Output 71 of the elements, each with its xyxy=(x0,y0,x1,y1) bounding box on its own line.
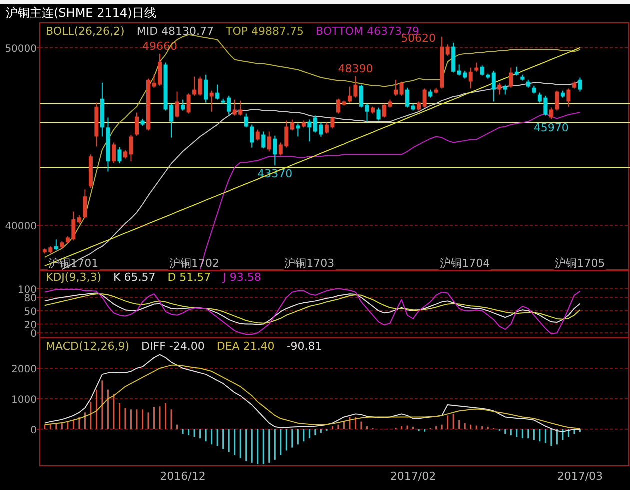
candlestick xyxy=(262,131,266,150)
x-tick-label: 2017/02 xyxy=(390,470,436,483)
candlestick xyxy=(555,90,560,112)
y-tick-label: 50000 xyxy=(5,44,37,55)
candlestick xyxy=(549,107,554,120)
line-series xyxy=(44,354,581,432)
y-tick-label: 50 xyxy=(24,306,37,318)
candlestick xyxy=(578,77,582,92)
y-tick-label: 80 xyxy=(24,294,37,305)
candlestick xyxy=(192,76,197,96)
x-tick-label: 沪铜1705 xyxy=(555,257,606,270)
candlestick xyxy=(400,81,404,96)
series-label: D 51.57 xyxy=(168,271,212,284)
x-tick-label: 2016/12 xyxy=(160,470,206,483)
candlestick xyxy=(216,84,220,100)
candlestick xyxy=(394,79,398,96)
candlestick xyxy=(256,129,260,142)
line-series xyxy=(44,288,581,335)
annotation: -90.81 xyxy=(286,340,322,353)
chart-title: 沪铜主连(SHME 2114)日线 xyxy=(6,6,156,20)
text: 45970 xyxy=(534,121,569,134)
candlestick xyxy=(290,119,294,132)
series-label: TOP 49887.75 xyxy=(225,25,304,38)
x-tick-label: 沪铜1704 xyxy=(440,257,490,270)
candlestick xyxy=(382,103,386,118)
series-label: K 65.57 xyxy=(114,271,156,284)
series-label: DIFF -24.00 xyxy=(142,340,205,353)
series-label: DEA 21.40 xyxy=(216,340,275,353)
candlestick xyxy=(480,65,484,76)
candlestick xyxy=(186,93,191,114)
candlestick xyxy=(267,131,272,152)
candlestick xyxy=(376,107,381,122)
legend-title: KDJ(9,3,3) xyxy=(46,271,102,284)
candlestick xyxy=(244,113,248,128)
candlestick xyxy=(118,146,122,164)
candlestick xyxy=(83,189,88,219)
candlestick xyxy=(406,87,410,108)
legend-title: BOLL(26,26,2) xyxy=(46,25,125,38)
candlestick xyxy=(54,239,58,251)
candlestick xyxy=(509,67,514,88)
y-tick-label: 40000 xyxy=(5,222,37,233)
y-tick-label: 2000 xyxy=(12,364,37,376)
candlestick xyxy=(498,82,502,96)
y-tick-label: 0 xyxy=(30,329,37,340)
candlestick xyxy=(468,67,473,90)
candlestick xyxy=(308,119,312,142)
candlestick xyxy=(198,76,202,96)
x-tick-label: 2017/03 xyxy=(557,470,604,483)
candlestick xyxy=(134,112,139,136)
candlestick xyxy=(492,70,496,102)
y-tick-label: 1000 xyxy=(12,394,37,406)
candlestick xyxy=(273,135,278,166)
line-series xyxy=(44,364,581,430)
text: 48390 xyxy=(338,62,374,76)
candlestick xyxy=(417,101,422,112)
text: MID 48130.77 xyxy=(136,25,214,38)
candlestick xyxy=(474,62,479,72)
candlestick xyxy=(566,88,571,108)
candlestick xyxy=(422,88,427,108)
candlestick xyxy=(112,142,116,164)
candlestick xyxy=(181,99,186,112)
candlestick xyxy=(446,44,450,56)
candlestick xyxy=(296,123,300,138)
y-tick-label: 0 xyxy=(30,425,37,436)
legend-title: MACD(12,26,9) xyxy=(46,340,130,353)
candlestick xyxy=(250,124,254,148)
x-tick-label: 沪铜1703 xyxy=(284,257,335,270)
candlestick xyxy=(175,91,180,118)
text: J 93.58 xyxy=(222,271,262,284)
candlestick xyxy=(503,84,508,96)
candlestick xyxy=(204,74,208,104)
